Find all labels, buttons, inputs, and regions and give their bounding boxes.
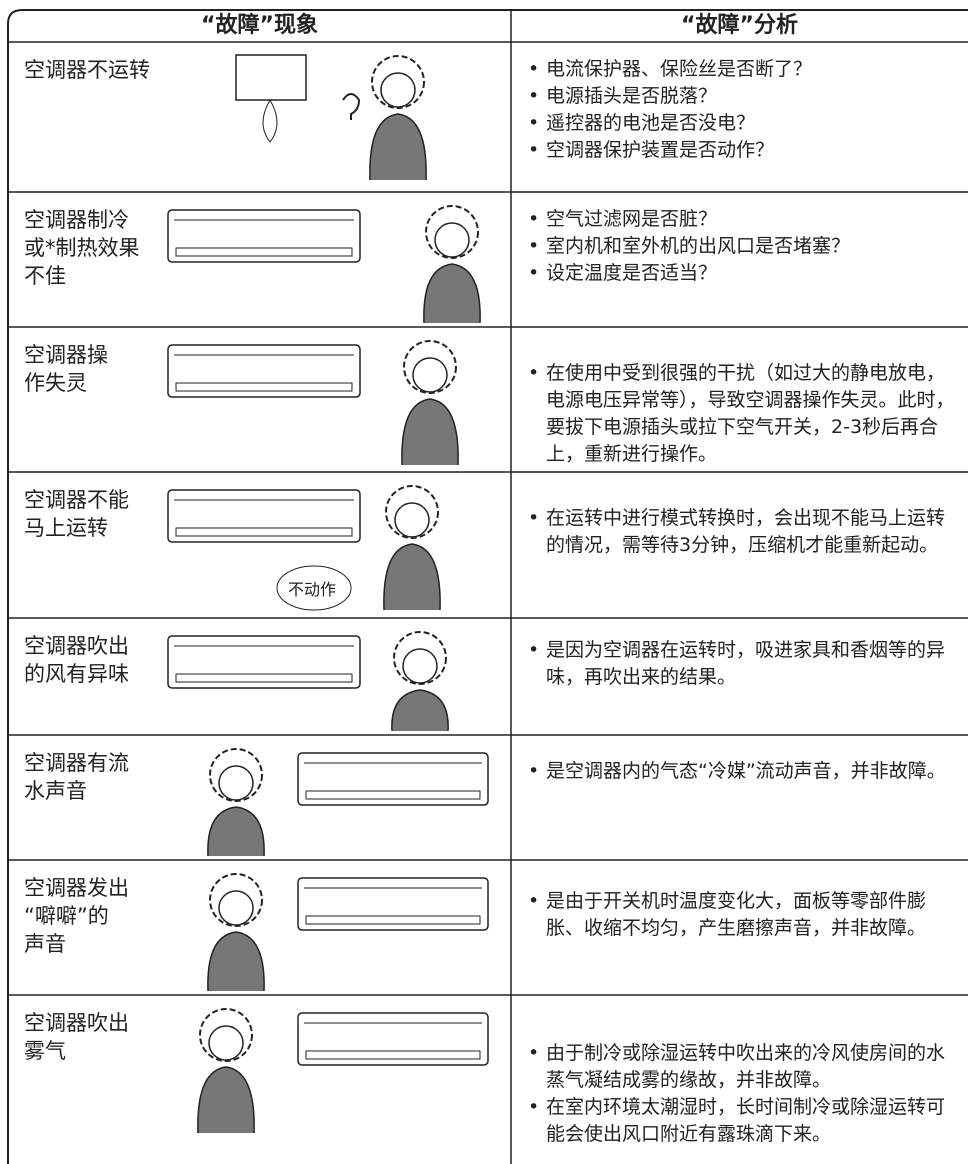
ac-unit (297, 752, 489, 806)
analysis: 空气过滤网是否脏？室内机和室外机的出风口是否堵塞？设定温度是否适当？ (528, 206, 960, 287)
person-body (391, 689, 449, 732)
bullet: 在运转中进行模式转换时，会出现不能马上运转的情况，需等待3分钟，压缩机才能重新起… (528, 505, 960, 559)
symptom-line: 空调器吹出 (24, 1011, 129, 1035)
bullet: 空气过滤网是否脏？ (528, 206, 960, 233)
symptom-line: 空调器发出 (24, 876, 129, 900)
person-face (412, 357, 448, 393)
symptom: 空调器发出 “噼噼”的声音 (24, 874, 129, 958)
ac-unit (167, 489, 361, 543)
bullet: 在室内环境太潮湿时，长时间制冷或除湿运转可能会使出风口附近有露珠滴下来。 (528, 1094, 960, 1148)
drop (262, 99, 278, 143)
ac-vent (175, 527, 353, 537)
person-face (218, 765, 254, 801)
symptom-line: 空调器吹出 (24, 634, 129, 658)
person-body (423, 263, 481, 324)
ac-vent (175, 247, 353, 257)
analysis: 在运转中进行模式转换时，会出现不能马上运转的情况，需等待3分钟，压缩机才能重新起… (528, 505, 960, 559)
symptom-line: 空调器操 (24, 343, 108, 367)
symptom-line: “噼噼”的 (24, 904, 109, 928)
bullet: 在使用中受到很强的干扰（如过大的静电放电，电源电压异常等），导致空调器操作失灵。… (528, 360, 960, 468)
bullet: 遥控器的电池是否没电？ (528, 110, 960, 137)
bullet: 是空调器内的气态“冷媒”流动声音，并非故障。 (528, 758, 960, 785)
analysis: 是因为空调器在运转时，吸进家具和香烟等的异味，再吹出来的结果。 (528, 637, 960, 691)
analysis: 是空调器内的气态“冷媒”流动声音，并非故障。 (528, 758, 960, 785)
person-face (218, 890, 254, 926)
ac-vent (175, 673, 353, 683)
analysis: 电流保护器、保险丝是否断了？电源插头是否脱落？遥控器的电池是否没电？空调器保护装… (528, 56, 960, 164)
header-symptom: “故障”现象 (201, 13, 318, 38)
symptom-line: 空调器制冷 (24, 208, 129, 232)
callout: 不动作 (288, 580, 337, 599)
symptom: 空调器制冷或*制热效果 不佳 (24, 206, 140, 290)
bullet: 电流保护器、保险丝是否断了？ (528, 56, 960, 83)
person-face (208, 1025, 244, 1061)
analysis: 由于制冷或除湿运转中吹出来的冷风使房间的水蒸气凝结成雾的缘故，并非故障。在室内环… (528, 1040, 960, 1148)
ac-vent (175, 382, 353, 392)
remote-display (235, 54, 307, 101)
bullet: 室内机和室外机的出风口是否堵塞？ (528, 233, 960, 260)
symptom-line: 空调器不运转 (24, 58, 150, 82)
symptom-line: 不佳 (24, 264, 66, 288)
symptom: 空调器有流 水声音 (24, 749, 129, 805)
ac-vent (305, 1050, 481, 1060)
symptom-line: 空调器不能 (24, 488, 129, 512)
symptom: 空调器吹出 雾气 (24, 1009, 129, 1065)
bullet: 空调器保护装置是否动作？ (528, 137, 960, 164)
person-body (197, 1066, 255, 1134)
ac-unit (297, 1012, 489, 1066)
bullet: 设定温度是否适当？ (528, 260, 960, 287)
bullet: 是因为空调器在运转时，吸进家具和香烟等的异味，再吹出来的结果。 (528, 637, 960, 691)
ac-unit (167, 209, 361, 263)
symptom-line: 作失灵 (24, 371, 87, 395)
person-face (394, 502, 430, 538)
ac-unit (297, 877, 489, 931)
symptom-line: 雾气 (24, 1039, 66, 1063)
ac-unit (167, 635, 361, 689)
symptom-line: 水声音 (24, 779, 87, 803)
person-body (207, 931, 265, 992)
symptom-line: 或*制热效果 (24, 236, 140, 260)
table-border (7, 9, 968, 1164)
bullet: 由于制冷或除湿运转中吹出来的冷风使房间的水蒸气凝结成雾的缘故，并非故障。 (528, 1040, 960, 1094)
ac-vent (305, 915, 481, 925)
ac-unit (167, 344, 361, 398)
symptom-line: 马上运转 (24, 516, 108, 540)
symptom-line: 声音 (24, 932, 66, 956)
question (342, 93, 361, 120)
header-analysis: “故障”分析 (681, 13, 798, 38)
person-body (401, 398, 459, 466)
person-face (434, 222, 470, 258)
person-body (207, 806, 265, 857)
bullet: 电源插头是否脱落？ (528, 83, 960, 110)
symptom: 空调器不能 马上运转 (24, 486, 129, 542)
ac-vent (305, 790, 481, 800)
analysis: 在使用中受到很强的干扰（如过大的静电放电，电源电压异常等），导致空调器操作失灵。… (528, 360, 960, 468)
symptom-line: 的风有异味 (24, 662, 129, 686)
symptom: 空调器吹出的风有异味 (24, 632, 129, 688)
bullet: 是由于开关机时温度变化大，面板等零部件膨胀、收缩不均匀，产生磨擦声音，并非故障。 (528, 888, 960, 942)
person-body (369, 113, 427, 181)
symptom: 空调器不运转 (24, 56, 150, 84)
analysis: 是由于开关机时温度变化大，面板等零部件膨胀、收缩不均匀，产生磨擦声音，并非故障。 (528, 888, 960, 942)
person-body (383, 543, 441, 611)
person-face (380, 72, 416, 108)
callout-bubble (276, 565, 352, 611)
symptom: 空调器操 作失灵 (24, 341, 108, 397)
person-face (402, 648, 438, 684)
symptom-line: 空调器有流 (24, 751, 129, 775)
